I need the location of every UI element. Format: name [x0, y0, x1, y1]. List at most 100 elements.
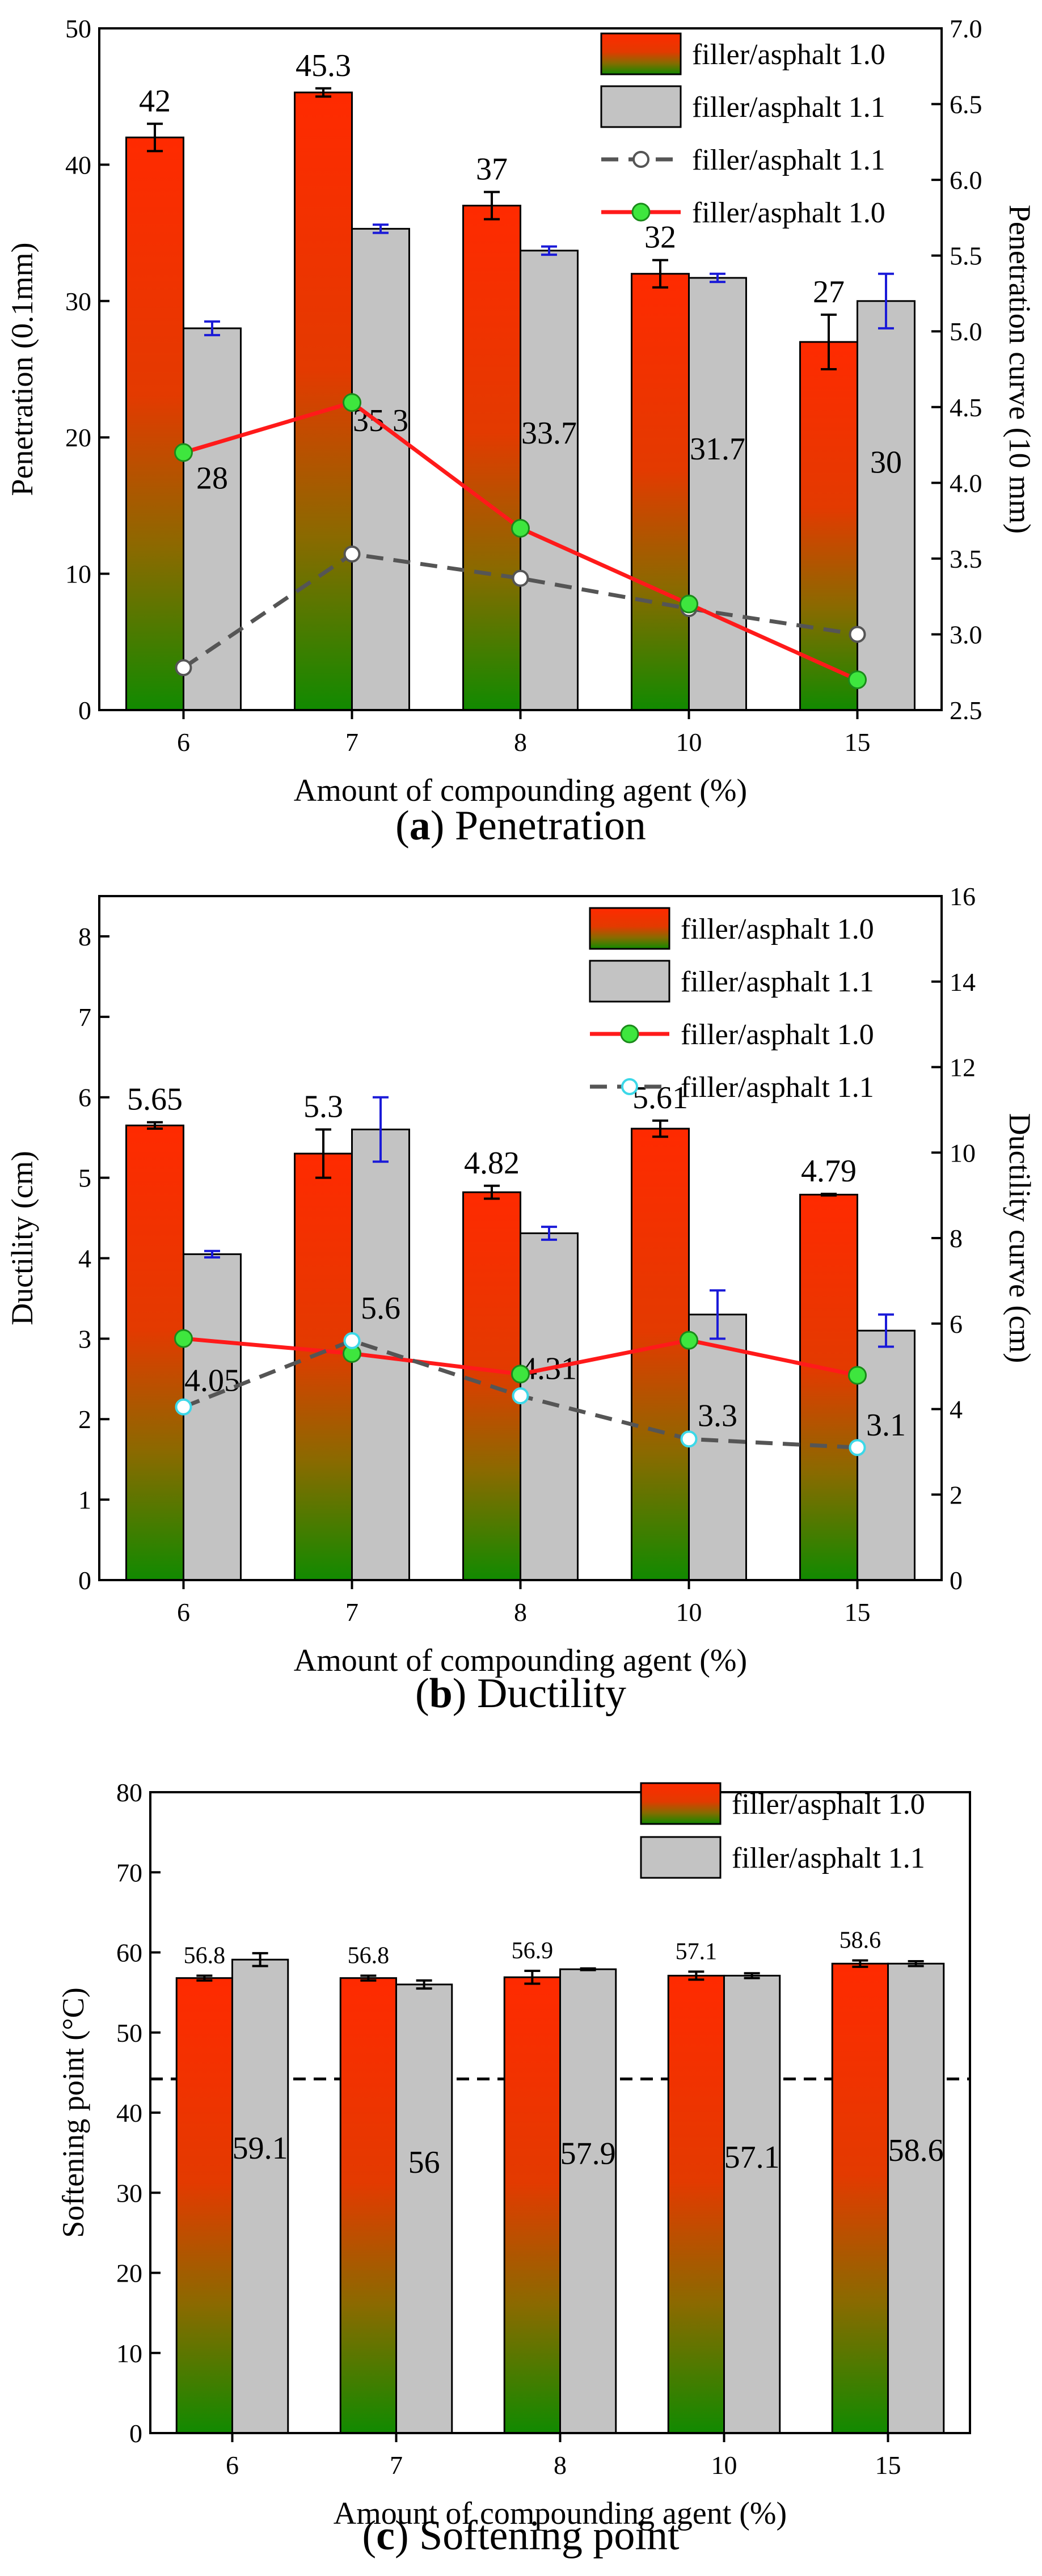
bar-filler-1-1	[231, 1958, 289, 2434]
bar-filler-1-0	[503, 1976, 561, 2434]
bar-filler-1-0	[339, 1977, 397, 2434]
caption-paren: )	[431, 803, 455, 849]
line-marker-green	[680, 1331, 698, 1350]
y2-tick-label: 8	[950, 1224, 963, 1253]
bar-value-label: 32	[644, 220, 676, 255]
y2-tick-label: 12	[950, 1053, 976, 1082]
bar-filler-1-0	[125, 1124, 185, 1581]
bar-filler-1-1	[688, 277, 747, 711]
y-tick-label: 5	[78, 1164, 91, 1193]
x-axis-title: Amount of compounding agent (%)	[334, 2496, 787, 2531]
y-tick-label: 30	[65, 287, 91, 316]
legend-marker	[620, 1024, 639, 1044]
bar-value-label: 4.82	[464, 1146, 520, 1181]
y-tick-label: 3	[78, 1324, 91, 1353]
bar-filler-1-1	[857, 300, 916, 711]
bar-value-label: 5.6	[361, 1291, 400, 1326]
y-tick-label: 7	[78, 1003, 91, 1032]
bar-value-label: 58.6	[888, 2133, 944, 2168]
bar-filler-1-1	[520, 1232, 579, 1581]
y2-axis-title: Ductility curve (cm)	[1003, 1113, 1037, 1363]
bar-filler-1-0	[631, 273, 690, 711]
line-marker-hollow	[680, 1430, 698, 1448]
caption-paren: )	[453, 1670, 477, 1717]
legend-swatch-filler-1-0	[640, 1782, 722, 1825]
legend-label: filler/asphalt 1.0	[681, 913, 874, 945]
y2-tick-label: 5.5	[950, 242, 982, 271]
y-tick-label: 8	[78, 922, 91, 951]
legend-label: filler/asphalt 1.0	[692, 197, 885, 229]
y-tick-label: 70	[116, 1858, 142, 1887]
line-marker-hollow	[175, 1398, 192, 1416]
bar-value-label: 56.8	[348, 1942, 390, 1969]
legend-swatch-filler-1-1	[600, 85, 682, 128]
bar-value-label: 45.3	[296, 48, 351, 83]
caption-label: b	[429, 1670, 453, 1717]
bar-value-label: 56.8	[184, 1942, 226, 1969]
y2-tick-label: 2.5	[950, 696, 982, 725]
bar-value-label: 57.1	[676, 1939, 718, 1965]
legend-marker	[631, 202, 651, 222]
y-tick-label: 40	[116, 2098, 142, 2127]
caption-text: Softening point	[419, 2512, 680, 2559]
caption: (a) Penetration	[395, 803, 646, 849]
caption-paren: )	[395, 2512, 419, 2559]
legend-swatch-filler-1-1	[589, 960, 670, 1003]
bar-value-label: 59.1	[233, 2131, 288, 2166]
x-tick-label: 6	[177, 1598, 190, 1627]
caption-label: a	[410, 803, 431, 849]
x-tick-label: 10	[676, 728, 702, 757]
bar-filler-1-0	[799, 1193, 859, 1581]
y2-tick-label: 4.0	[950, 468, 982, 497]
caption-text: Ductility	[477, 1670, 626, 1717]
caption-paren: (	[415, 1670, 429, 1717]
y-tick-label: 10	[65, 560, 91, 589]
y-tick-label: 30	[116, 2178, 142, 2207]
legend-label: filler/asphalt 1.1	[692, 144, 885, 176]
bar-filler-1-0	[462, 205, 522, 711]
caption-paren: (	[395, 803, 410, 849]
line-marker-hollow	[849, 626, 866, 643]
bar-value-label: 30	[870, 445, 902, 480]
bar-filler-1-0	[831, 1962, 889, 2434]
x-tick-label: 10	[676, 1598, 702, 1627]
y2-tick-label: 7.0	[950, 14, 982, 43]
line-marker-hollow	[512, 569, 529, 587]
bar-value-label: 56	[408, 2145, 440, 2180]
y-tick-label: 4	[78, 1244, 91, 1273]
bar-filler-1-1	[183, 1253, 242, 1581]
bar-filler-1-1	[723, 1974, 781, 2434]
bar-value-label: 3.1	[866, 1408, 906, 1443]
x-tick-label: 7	[345, 728, 358, 757]
bar-filler-1-1	[395, 1983, 453, 2434]
x-axis-title: Amount of compounding agent (%)	[294, 773, 747, 808]
bar-value-label: 56.9	[512, 1938, 554, 1964]
legend-label: filler/asphalt 1.0	[732, 1788, 925, 1821]
x-axis-title: Amount of compounding agent (%)	[294, 1643, 747, 1678]
legend-swatch-filler-1-1	[640, 1836, 722, 1879]
y-tick-label: 2	[78, 1405, 91, 1434]
y2-tick-label: 4	[950, 1395, 963, 1424]
softening-point-panel: 56.8 56.8 56.9 57.1 58.6 59.1 56 57.9 57.1 58.6 0 1…	[0, 1735, 1042, 2576]
line-marker-green	[848, 670, 867, 690]
y-tick-label: 1	[78, 1485, 91, 1514]
bar-value-label: 5.3	[303, 1089, 343, 1124]
legend-label: filler/asphalt 1.1	[732, 1842, 925, 1874]
caption-text: Penetration	[455, 803, 646, 849]
x-tick-label: 15	[845, 728, 871, 757]
bar-value-label: 3.3	[698, 1398, 737, 1433]
x-tick-label: 15	[875, 2451, 901, 2480]
y-axis-title: Ductility (cm)	[5, 1151, 39, 1325]
line-marker-green	[174, 1329, 193, 1348]
x-tick-label: 6	[177, 728, 190, 757]
legend-marker	[632, 151, 649, 168]
y-tick-label: 20	[116, 2259, 142, 2288]
bar-filler-1-0	[631, 1127, 690, 1581]
line-marker-hollow	[849, 1439, 866, 1456]
caption: (b) Ductility	[415, 1670, 626, 1717]
y2-tick-label: 3.0	[950, 620, 982, 649]
y-tick-label: 80	[116, 1778, 142, 1807]
line-marker-hollow	[512, 1387, 529, 1405]
penetration-panel: 42 45.3 37 32 27 28 35.3 33.7 31.7 30 0 10 20 30 40 50 2…	[0, 0, 1042, 868]
